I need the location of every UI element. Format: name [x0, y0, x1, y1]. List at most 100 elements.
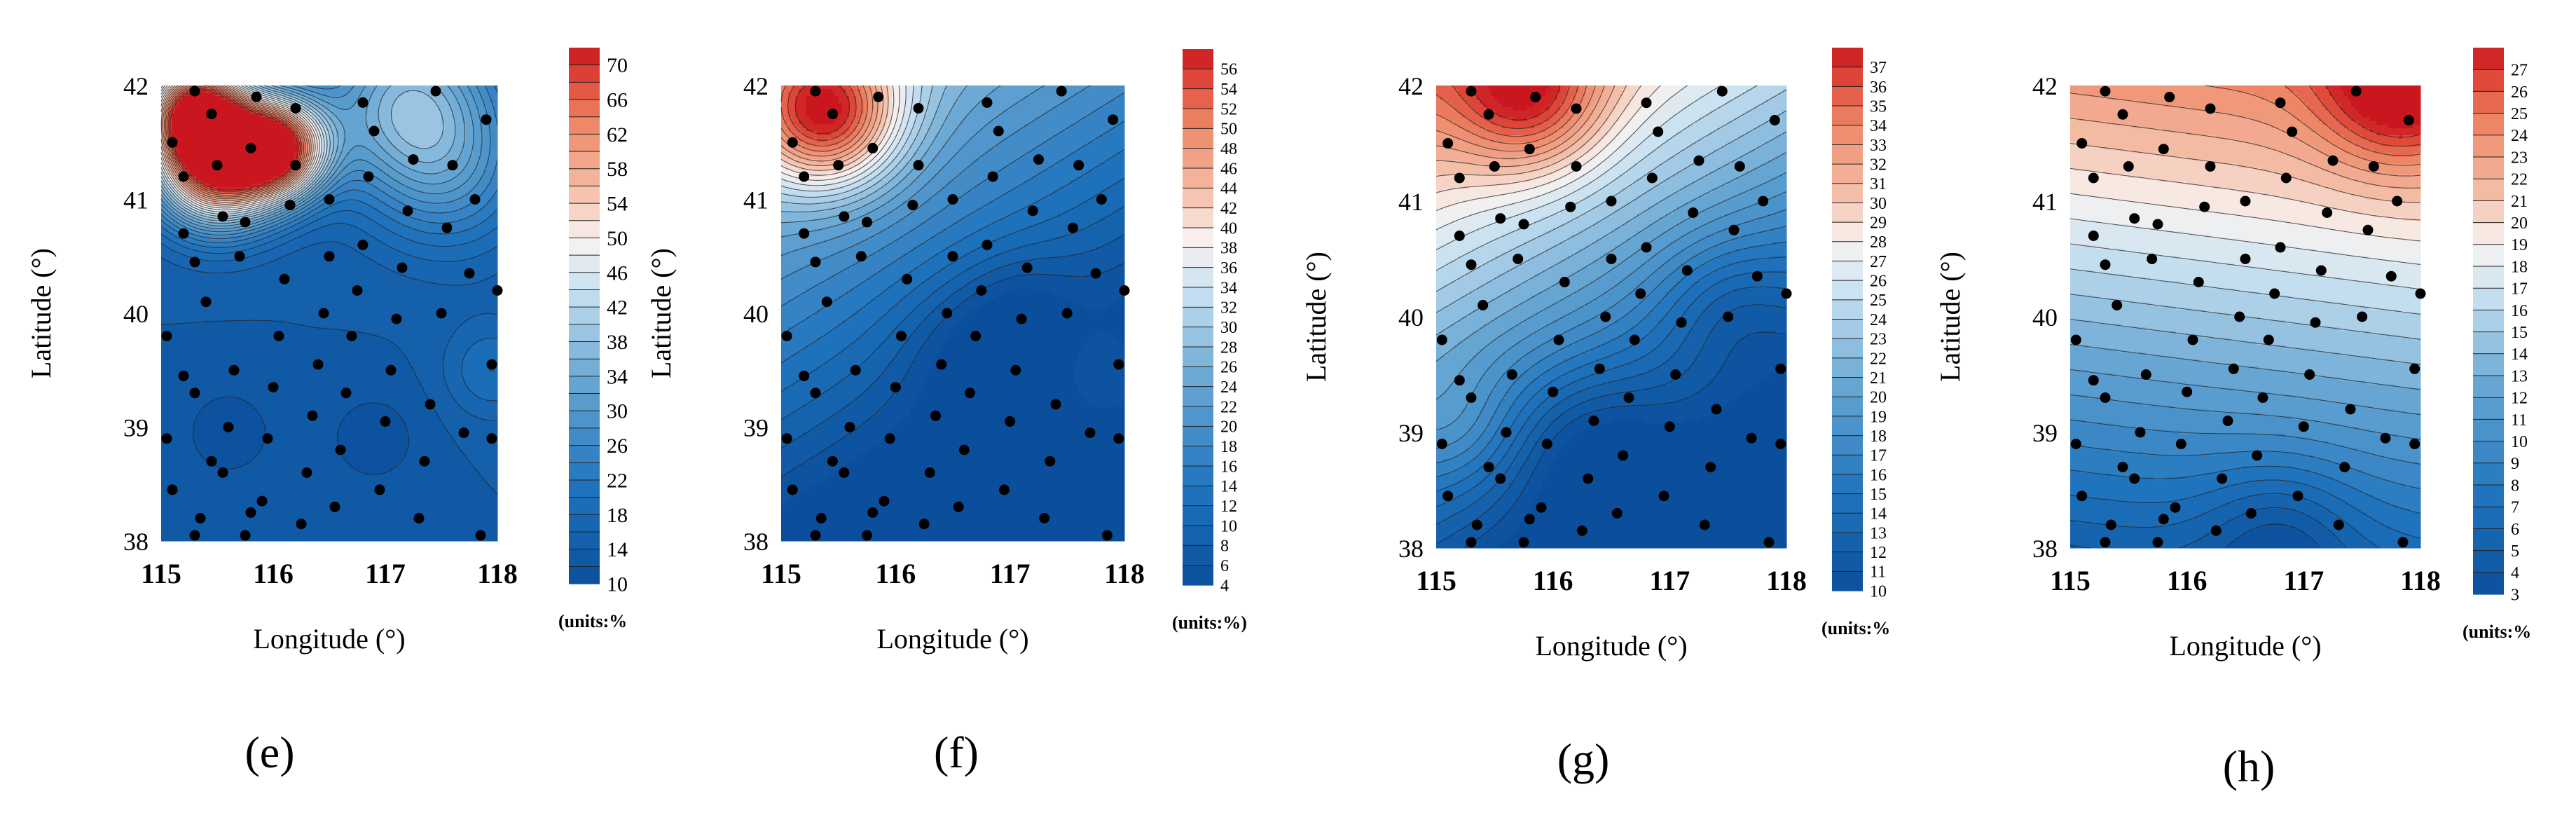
field-cell — [417, 103, 421, 107]
field-cell — [322, 89, 326, 93]
field-cell — [189, 103, 193, 107]
field-cell — [427, 103, 432, 107]
field-cell — [389, 100, 393, 104]
field-cell — [406, 96, 411, 100]
field-cell — [224, 107, 228, 111]
field-cell — [410, 85, 414, 90]
field-cell — [438, 103, 442, 107]
field-cell — [347, 103, 351, 107]
field-cell — [193, 107, 197, 111]
field-cell — [427, 85, 432, 90]
field-cell — [354, 93, 358, 97]
field-cell — [333, 89, 337, 93]
field-cell — [455, 107, 460, 111]
field-cell — [434, 96, 439, 100]
field-cell — [399, 107, 404, 111]
chart-panel-e: 3839404142115 116 117 118Longitude (°)Latit… — [25, 48, 628, 777]
field-cell — [175, 107, 179, 111]
field-cell — [417, 107, 421, 111]
field-cell — [462, 89, 467, 93]
field-cell — [441, 107, 446, 111]
field-cell — [487, 100, 491, 104]
field-cell — [427, 107, 432, 111]
field-cell — [371, 96, 376, 100]
field-cell — [210, 93, 214, 97]
field-cell — [452, 107, 456, 111]
field-cell — [186, 96, 190, 100]
field-cell — [413, 107, 418, 111]
field-cell — [350, 100, 354, 104]
field-cell — [378, 93, 383, 97]
field-cell — [200, 107, 204, 111]
field-cell — [385, 107, 390, 111]
field-cell — [182, 96, 186, 100]
field-cell — [203, 96, 207, 100]
field-cell — [336, 89, 340, 93]
field-cell — [424, 103, 428, 107]
field-cell — [417, 96, 421, 100]
field-cell — [483, 96, 488, 100]
field-cell — [200, 103, 204, 107]
field-cell — [203, 107, 207, 111]
field-cell — [424, 100, 428, 104]
field-cell — [354, 107, 358, 111]
field-cell — [343, 85, 347, 90]
field-cell — [494, 103, 498, 107]
field-cell — [389, 93, 393, 97]
field-cell — [385, 96, 390, 100]
field-cell — [413, 103, 418, 107]
field-cell — [424, 96, 428, 100]
field-cell — [466, 96, 470, 100]
field-cell — [427, 100, 432, 104]
field-cell — [455, 89, 460, 93]
field-cell — [207, 93, 211, 97]
field-cell — [179, 103, 183, 107]
field-cell — [487, 103, 491, 107]
field-cell — [473, 93, 477, 97]
field-cell — [350, 96, 354, 100]
field-cell — [399, 96, 404, 100]
field-cell — [459, 96, 463, 100]
field-cell — [490, 89, 495, 93]
field-cell — [343, 89, 347, 93]
field-cell — [445, 103, 449, 107]
field-cell — [186, 100, 190, 104]
field-cell — [403, 100, 407, 104]
field-cell — [375, 96, 379, 100]
field-cell — [441, 85, 446, 90]
field-cell — [448, 100, 453, 104]
field-cell — [483, 93, 488, 97]
field-cell — [221, 103, 225, 107]
field-cell — [382, 85, 386, 90]
field-cell — [364, 89, 369, 93]
field-cell — [424, 85, 428, 90]
field-cell — [462, 103, 467, 107]
field-cell — [459, 100, 463, 104]
field-cell — [487, 107, 491, 111]
field-cell — [413, 85, 418, 90]
field-cell — [214, 96, 218, 100]
field-cell — [217, 100, 221, 104]
field-cell — [445, 89, 449, 93]
field-cell — [221, 100, 225, 104]
field-cell — [385, 103, 390, 107]
field-cell — [210, 100, 214, 104]
field-cell — [375, 107, 379, 111]
field-cell — [406, 103, 411, 107]
field-cell — [413, 96, 418, 100]
field-cell — [462, 107, 467, 111]
field-cell — [347, 100, 351, 104]
field-cell — [238, 107, 242, 111]
field-cell — [420, 100, 425, 104]
field-cell — [420, 103, 425, 107]
field-cell — [196, 96, 200, 100]
field-cell — [399, 85, 404, 90]
field-cell — [368, 107, 372, 111]
field-cell — [494, 93, 498, 97]
field-cell — [469, 100, 474, 104]
field-cell — [193, 103, 197, 107]
field-cell — [203, 103, 207, 107]
field-cell — [203, 93, 207, 97]
field-cell — [392, 107, 397, 111]
field-cell — [375, 103, 379, 107]
